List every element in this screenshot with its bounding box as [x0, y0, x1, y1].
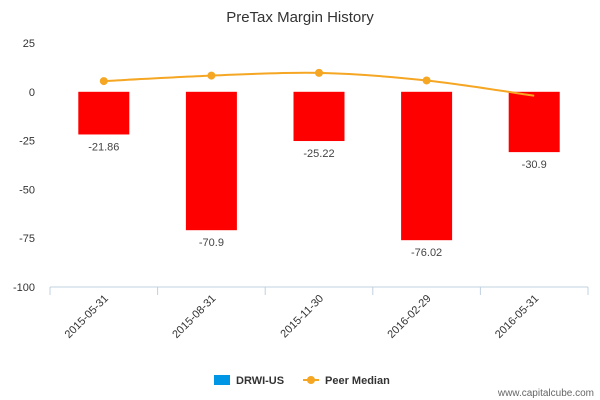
data-label: -30.9 [522, 159, 547, 171]
legend-label-peer: Peer Median [325, 375, 390, 387]
data-label: -25.22 [303, 148, 334, 160]
bar-2015-11-30 [293, 91, 345, 142]
legend-label-drwi: DRWI-US [236, 375, 284, 387]
bar-2015-05-31 [78, 91, 130, 135]
legend-swatch-peer-marker [307, 376, 315, 384]
bar-2015-08-31 [185, 91, 237, 231]
bars [78, 91, 560, 241]
y-tick-label: 0 [29, 87, 35, 99]
x-tick-label: 2015-08-31 [170, 293, 218, 341]
peer-median-point-2015-11-30 [315, 68, 323, 77]
legend: DRWI-US Peer Median [214, 375, 390, 387]
x-tick-label: 2015-11-30 [278, 293, 326, 341]
data-label: -21.86 [88, 141, 119, 153]
legend-swatch-drwi [214, 375, 230, 385]
footer-source: www.capitalcube.com [497, 388, 594, 399]
y-tick-label: -100 [13, 282, 35, 294]
chart-title: PreTax Margin History [226, 9, 374, 26]
data-label: -76.02 [411, 247, 442, 259]
peer-median-point-2015-08-31 [207, 71, 216, 80]
y-axis: 25 0 -25 -50 -75 -100 [13, 38, 35, 294]
x-tick-label: 2016-05-31 [493, 293, 541, 341]
x-tick-label: 2016-02-29 [385, 293, 433, 341]
peer-median-line-layer [99, 68, 535, 97]
bar-2016-05-31 [508, 91, 560, 153]
bar-2016-02-29 [401, 91, 453, 241]
peer-median-point-2015-05-31 [99, 77, 108, 86]
data-label: -70.9 [199, 237, 224, 249]
y-tick-label: -75 [19, 233, 35, 245]
data-labels: -21.86 -70.9 -25.22 -76.02 -30.9 [88, 141, 547, 259]
y-tick-label: -25 [19, 136, 35, 148]
y-tick-label: 25 [23, 38, 35, 50]
x-axis: 2015-05-31 2015-08-31 2015-11-30 2016-02-29… [49, 286, 589, 341]
x-tick-label: 2015-05-31 [63, 293, 111, 341]
y-tick-label: -50 [19, 184, 35, 196]
peer-median-point-2016-02-29 [422, 76, 431, 85]
